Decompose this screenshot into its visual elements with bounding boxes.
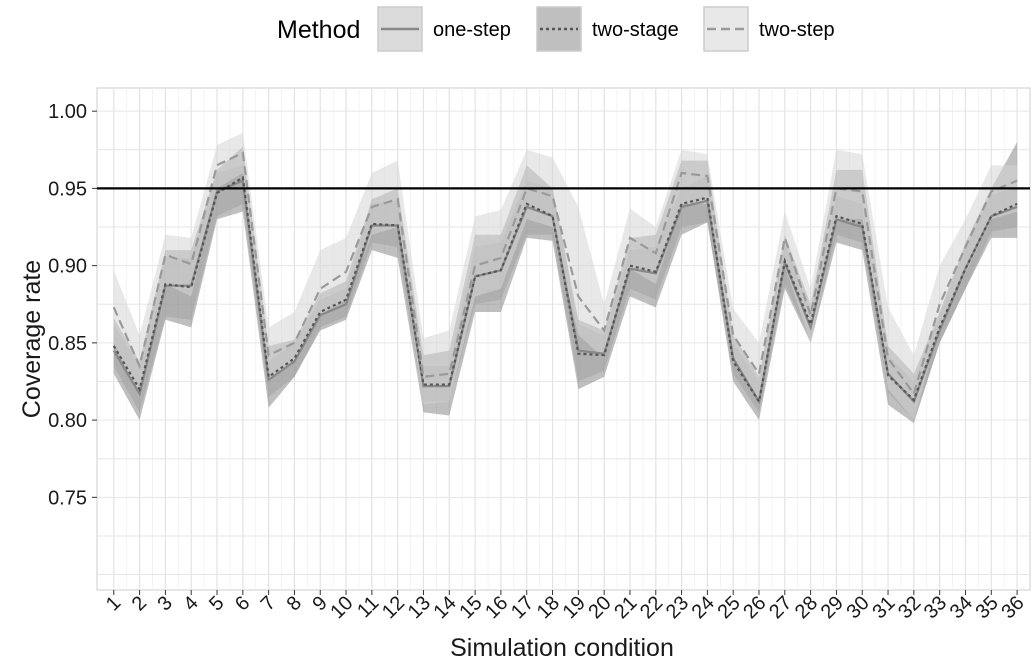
legend-key-two-step	[703, 6, 749, 52]
legend-label-one-step: one-step	[433, 19, 511, 41]
x-tick-label: 36	[997, 592, 1028, 623]
y-axis: 0.75 0.80 0.85 0.90 0.95 1.00	[48, 101, 97, 509]
y-tick-label: 0.85	[48, 333, 87, 355]
y-tick-label: 1.00	[48, 101, 87, 123]
legend-key-one-step	[377, 6, 423, 52]
x-tick-label: 6	[231, 592, 254, 615]
x-tick-label: 5	[205, 592, 228, 615]
legend-key-two-stage	[536, 6, 582, 52]
x-axis-title: Simulation condition	[450, 634, 674, 662]
x-tick-label: 3	[154, 592, 177, 615]
plot-panel	[96, 87, 1031, 591]
line-two-step	[112, 151, 1018, 397]
x-axis: 1 2 3 4 5 6 7 8 91011121314151617181920212223242…	[102, 590, 1029, 623]
x-tick-label: 2	[128, 592, 151, 615]
series-lines	[112, 151, 1018, 405]
x-tick-label: 9	[308, 592, 331, 615]
y-tick-label: 0.95	[48, 178, 87, 200]
legend-title: Method	[277, 16, 360, 44]
x-tick-label: 1	[102, 592, 125, 615]
y-tick-label: 0.90	[48, 256, 87, 278]
y-axis-title: Coverage rate	[18, 260, 46, 418]
x-tick-label: 4	[179, 592, 202, 615]
y-tick-label: 0.80	[48, 410, 87, 432]
legend-label-two-stage: two-stage	[592, 19, 679, 41]
band-two-step	[113, 132, 1018, 421]
x-tick-label: 7	[257, 592, 280, 615]
legend-label-two-step: two-step	[759, 19, 835, 41]
x-tick-label: 8	[283, 592, 306, 615]
line-two-stage	[112, 175, 1018, 405]
legend: Method one-step two-stage two-step	[277, 6, 835, 52]
y-tick-label: 0.75	[48, 487, 87, 509]
